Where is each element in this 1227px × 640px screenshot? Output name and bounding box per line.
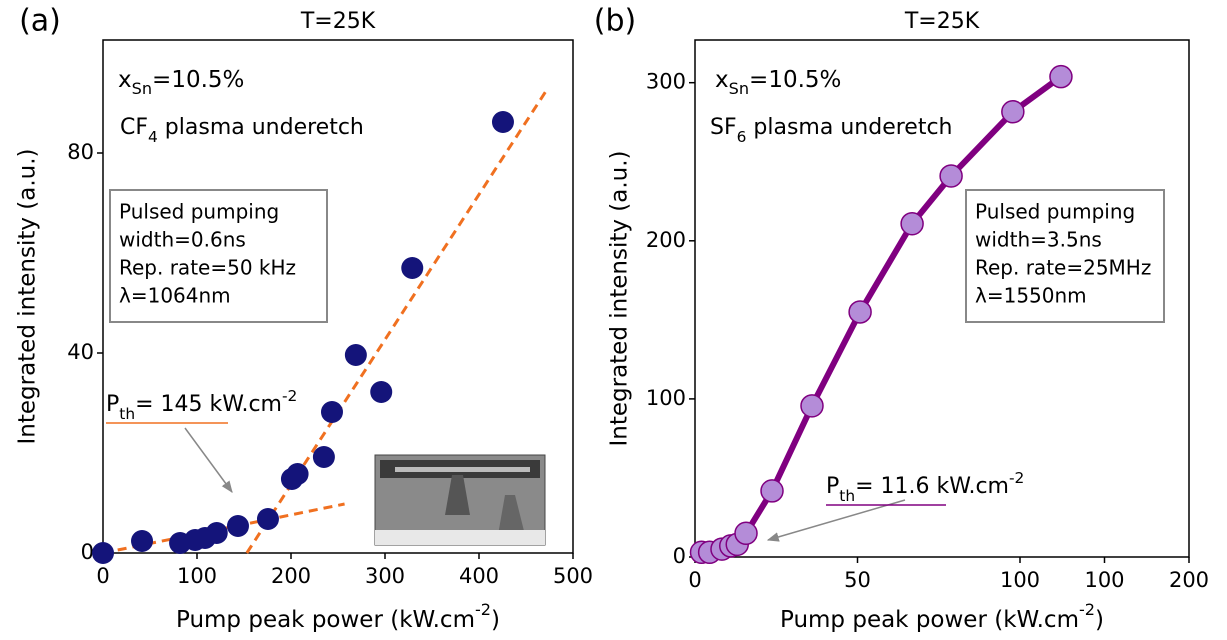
chart-title: T=25K: [904, 9, 980, 34]
y-tick-label: 0: [81, 540, 94, 564]
info-box: [109, 189, 328, 323]
composition-part: Sn: [729, 79, 749, 98]
arrow: [184, 427, 233, 493]
y-tick-label: 100: [646, 386, 686, 410]
process-label-part: 4: [148, 128, 158, 146]
y-tick-label: 0: [673, 544, 686, 568]
data-point: [401, 257, 424, 279]
x-tick-label: 300: [365, 564, 405, 588]
info-line: Rep. rate=50 kHz: [119, 256, 296, 280]
data-point: [848, 300, 872, 324]
x-tick-label: 50: [844, 568, 871, 592]
x-axis-label-part: Pump peak power (kW.cm: [176, 607, 475, 633]
threshold-label: Pth= 145 kW.cm-2: [106, 387, 297, 423]
panel-label: (a): [19, 4, 61, 39]
threshold-label-part: P: [106, 392, 119, 417]
info-line: width=0.6ns: [119, 228, 246, 252]
data-point: [734, 521, 758, 546]
composition-part: x: [715, 67, 729, 93]
plot-frame: [102, 39, 574, 554]
threshold-label: Pth= 11.6 kW.cm-2: [826, 469, 1024, 505]
y-tick-label: 40: [67, 340, 94, 364]
composition-part: =10.5%: [152, 67, 244, 93]
data-point: [92, 542, 114, 564]
data-point: [491, 111, 514, 133]
x-tick-label: 100: [177, 564, 217, 588]
x-tick-label: 100: [1000, 568, 1040, 592]
x-tick-label: 400: [459, 564, 499, 588]
y-tick-label: 80: [67, 140, 94, 164]
threshold-label-part: th: [119, 405, 135, 423]
x-tick-label: 200: [271, 564, 311, 588]
x-tick-label: 0: [688, 568, 701, 592]
panel-label: (b): [594, 4, 636, 39]
data-point: [370, 381, 393, 403]
threshold-label-part: th: [839, 487, 855, 505]
x-axis-label-part: -2: [475, 600, 491, 619]
x-tick-label: 100: [1084, 568, 1124, 592]
data-point: [205, 522, 228, 544]
composition-part: Sn: [132, 79, 152, 98]
info-line: width=3.5ns: [975, 228, 1102, 252]
data-point: [1049, 64, 1073, 89]
threshold-label-part: -2: [282, 387, 297, 405]
arrow: [766, 499, 906, 542]
composition: xSn=10.5%: [118, 67, 244, 99]
info-line: λ=1064nm: [119, 284, 231, 308]
x-axis-label: Pump peak power (kW.cm-2): [176, 600, 500, 633]
process-label-part: plasma underetch: [158, 115, 364, 140]
y-axis-label: Integrated intensity (a.u.): [607, 150, 633, 446]
x-tick-label: 0: [96, 564, 109, 588]
x-tick-label: 200: [1169, 568, 1209, 592]
data-point: [760, 479, 784, 503]
threshold-label-part: = 11.6 kW.cm: [855, 474, 1009, 499]
process-label-part: plasma underetch: [746, 115, 952, 140]
info-line: Pulsed pumping: [975, 200, 1135, 224]
data-point: [312, 446, 335, 468]
threshold-label-part: = 145 kW.cm: [135, 392, 282, 417]
process-label-part: 6: [737, 128, 747, 146]
data-point: [800, 394, 824, 418]
process-label: CF4 plasma underetch: [120, 115, 364, 146]
composition: xSn=10.5%: [715, 67, 841, 99]
chart-title: T=25K: [300, 9, 376, 34]
x-axis-label-part: ): [1095, 607, 1104, 633]
y-axis-label: Integrated intensity (a.u.): [15, 148, 41, 444]
y-tick-label: 200: [646, 228, 686, 252]
info-line: λ=1550nm: [975, 284, 1087, 308]
inset-image: [374, 454, 546, 546]
data-point: [131, 530, 154, 552]
data-point: [1001, 100, 1025, 124]
y-tick-label: 300: [646, 70, 686, 94]
composition-part: x: [118, 67, 132, 93]
data-point: [939, 164, 963, 188]
process-label-part: SF: [710, 115, 737, 140]
composition-part: =10.5%: [749, 67, 841, 93]
x-tick-label: 500: [553, 564, 593, 588]
data-point: [900, 211, 924, 236]
x-axis-label-part: Pump peak power (kW.cm: [780, 607, 1079, 633]
info-line: Rep. rate=25MHz: [975, 256, 1151, 280]
x-axis-label-part: ): [491, 607, 500, 633]
process-label-part: CF: [120, 115, 148, 140]
data-point: [344, 344, 367, 366]
plot-frame: [694, 39, 1190, 558]
data-point: [226, 515, 249, 537]
threshold-label-part: P: [826, 474, 839, 499]
x-axis-label: Pump peak power (kW.cm-2): [780, 600, 1104, 633]
data-point: [320, 401, 343, 423]
data-point: [286, 463, 309, 485]
data-point: [256, 508, 279, 530]
process-label: SF6 plasma underetch: [710, 115, 953, 146]
info-line: Pulsed pumping: [119, 200, 279, 224]
threshold-label-part: -2: [1009, 469, 1024, 487]
x-axis-label-part: -2: [1079, 600, 1095, 619]
info-box: [965, 189, 1165, 323]
